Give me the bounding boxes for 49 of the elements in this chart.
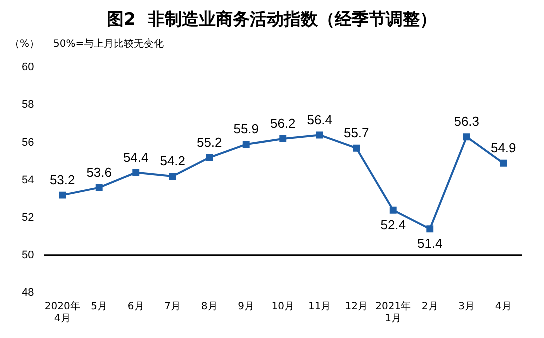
data-label: 54.4 — [123, 150, 149, 165]
point — [316, 132, 324, 139]
x-tick-label: 2月 — [422, 302, 438, 313]
y-tick-label: 48 — [22, 287, 34, 300]
x-tick-label: 2021年 1月 — [376, 300, 412, 325]
data-label: 54.2 — [160, 154, 186, 169]
x-tick-label: 10月 — [272, 302, 294, 313]
y-tick-label: 50 — [22, 249, 34, 262]
data-label: 55.9 — [234, 122, 260, 137]
x-tick-label: 5月 — [91, 302, 108, 313]
x-tick-label: 12月 — [345, 302, 368, 313]
data-label: 52.4 — [380, 217, 406, 232]
point — [500, 160, 508, 167]
y-tick-label: 52 — [22, 212, 34, 224]
point — [242, 141, 250, 148]
x-tick-label: 2020年 4月 — [44, 300, 80, 325]
x-tick-label: 4月 — [495, 302, 512, 313]
y-tick-label: 56 — [22, 136, 34, 149]
point — [280, 136, 287, 142]
point — [96, 184, 103, 192]
data-label: 53.2 — [50, 172, 76, 188]
data-label: 56.2 — [270, 116, 296, 132]
data-label: 54.9 — [490, 140, 516, 156]
chart-title: 图2 非制造业商务活动指数（经季节调整） — [106, 9, 438, 31]
point — [353, 144, 360, 152]
x-tick-label: 9月 — [238, 302, 255, 313]
x-tick-label: 3月 — [458, 302, 476, 313]
text: 50%=与上月比较无变化 — [54, 38, 164, 51]
point — [463, 134, 470, 141]
data-label: 56.3 — [454, 114, 480, 130]
x-tick-label: 7月 — [164, 302, 182, 313]
x-tick-label: 6月 — [128, 302, 144, 313]
point — [169, 173, 176, 180]
y-tick-label: 60 — [22, 62, 34, 74]
data-label: 51.4 — [417, 236, 443, 252]
data-label: 55.7 — [344, 125, 370, 140]
y-tick-label: 58 — [22, 99, 34, 112]
point — [390, 206, 397, 214]
data-label: 53.6 — [86, 164, 112, 180]
point — [206, 154, 214, 162]
x-tick-label: 8月 — [201, 302, 218, 313]
point — [132, 169, 140, 176]
x-tick-label: 11月 — [308, 302, 332, 313]
y-tick-label: 54 — [22, 174, 34, 186]
y-axis-title: （%） — [10, 38, 40, 51]
data-label: 55.2 — [196, 134, 222, 150]
point — [59, 192, 66, 199]
data-label: 56.4 — [307, 112, 333, 128]
point — [426, 226, 434, 233]
